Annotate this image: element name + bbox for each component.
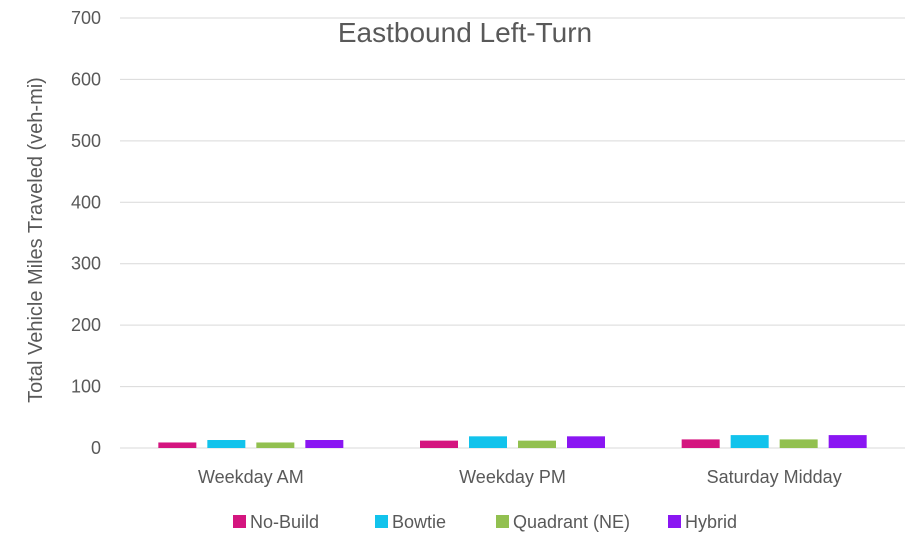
legend-swatch — [375, 515, 388, 528]
x-category-label: Saturday Midday — [707, 467, 842, 487]
bar-bowtie — [207, 440, 246, 448]
legend-swatch — [668, 515, 681, 528]
legend-label: No-Build — [250, 512, 319, 532]
legend-swatch — [233, 515, 246, 528]
bar-no-build — [681, 439, 720, 448]
bar-hybrid — [567, 436, 605, 448]
bar-quadrant-ne — [779, 439, 818, 448]
bar-bowtie — [730, 435, 769, 448]
bar-bowtie — [469, 436, 507, 448]
x-axis-categories: Weekday AM Weekday PM Saturday Midday — [198, 467, 842, 487]
legend-label: Bowtie — [392, 512, 446, 532]
y-tick-label: 400 — [71, 192, 101, 212]
x-category-label: Weekday AM — [198, 467, 304, 487]
y-tick-label: 500 — [71, 131, 101, 151]
y-axis-title: Total Vehicle Miles Traveled (veh-mi) — [25, 77, 47, 403]
x-category-label: Weekday PM — [459, 467, 566, 487]
y-tick-label: 100 — [71, 377, 101, 397]
legend: No-Build Bowtie Quadrant (NE) Hybrid — [233, 512, 737, 532]
chart-title: Eastbound Left-Turn — [338, 17, 592, 48]
bar-no-build — [420, 440, 458, 448]
y-tick-label: 300 — [71, 254, 101, 274]
y-axis-ticks: 0 100 200 300 400 500 600 700 — [71, 8, 101, 458]
legend-swatch — [496, 515, 509, 528]
bar-hybrid — [305, 440, 344, 448]
bars — [158, 435, 867, 448]
y-tick-label: 200 — [71, 315, 101, 335]
gridlines — [120, 17, 905, 449]
bar-no-build — [158, 442, 197, 448]
bar-quadrant-ne — [518, 440, 556, 448]
y-tick-label: 0 — [91, 438, 101, 458]
bar-hybrid — [828, 435, 867, 448]
y-tick-label: 700 — [71, 8, 101, 28]
bar-quadrant-ne — [256, 442, 295, 448]
legend-label: Quadrant (NE) — [513, 512, 630, 532]
legend-label: Hybrid — [685, 512, 737, 532]
y-tick-label: 600 — [71, 69, 101, 89]
